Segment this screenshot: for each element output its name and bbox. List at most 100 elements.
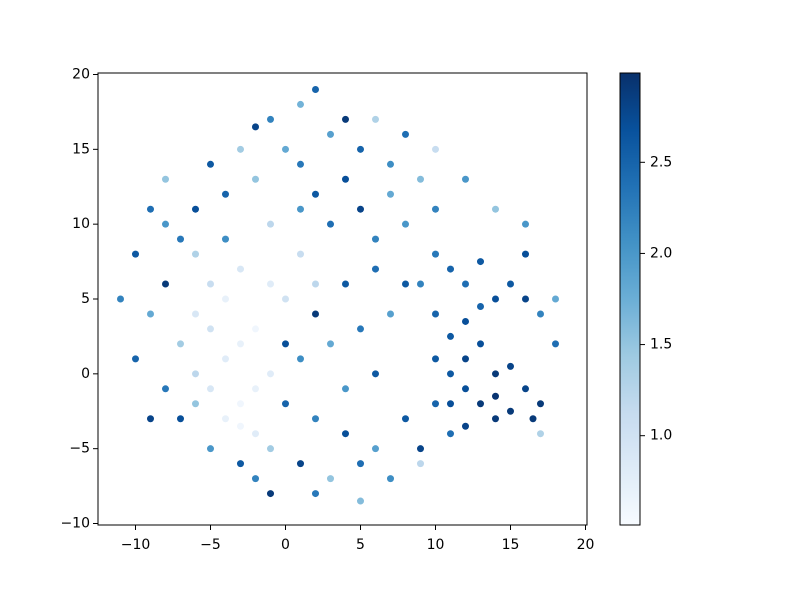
point — [417, 280, 424, 288]
point — [282, 340, 289, 348]
point — [447, 400, 454, 408]
point — [237, 460, 244, 468]
point — [432, 250, 439, 258]
point — [222, 355, 229, 363]
point — [297, 100, 304, 108]
point — [267, 220, 274, 228]
point — [192, 250, 199, 258]
y-tick-label: −5 — [69, 441, 90, 457]
point — [312, 310, 319, 318]
point — [147, 310, 154, 318]
point — [529, 415, 537, 423]
point — [297, 460, 304, 468]
point — [282, 400, 289, 408]
point — [507, 280, 514, 288]
point — [522, 250, 529, 258]
point — [222, 190, 229, 198]
point — [522, 385, 529, 393]
x-tick-label: 5 — [356, 537, 365, 553]
point — [462, 422, 469, 430]
point — [477, 400, 484, 408]
colorbar-tick-label: 2.5 — [650, 154, 672, 170]
point — [207, 385, 214, 393]
point — [417, 445, 424, 453]
point — [327, 475, 334, 483]
point — [357, 497, 364, 505]
point — [462, 385, 469, 393]
colorbar-tick-label: 2.0 — [650, 245, 672, 261]
point — [147, 415, 154, 423]
point — [417, 460, 424, 468]
point — [327, 340, 334, 348]
point — [462, 175, 469, 183]
point — [447, 265, 454, 273]
colorbar-tick-label: 1.0 — [650, 428, 672, 444]
point — [402, 220, 409, 228]
point — [312, 415, 319, 423]
point — [492, 205, 499, 213]
point — [162, 280, 169, 288]
point — [267, 490, 274, 498]
point — [312, 190, 319, 198]
point — [297, 355, 304, 363]
point — [117, 295, 124, 303]
point — [537, 310, 544, 318]
point — [312, 490, 319, 498]
point — [192, 310, 199, 318]
point — [327, 220, 334, 228]
point — [342, 115, 349, 123]
point — [357, 325, 364, 333]
point — [222, 415, 229, 423]
point — [357, 460, 364, 468]
point — [342, 385, 349, 393]
point — [177, 415, 184, 423]
point — [432, 400, 439, 408]
point — [387, 310, 394, 318]
point — [372, 235, 379, 243]
point — [372, 445, 379, 453]
x-tick-label: 20 — [577, 537, 595, 553]
point — [282, 145, 289, 153]
point — [162, 385, 169, 393]
point — [447, 370, 454, 378]
point — [372, 370, 379, 378]
point — [297, 250, 304, 258]
point — [537, 430, 544, 438]
point — [492, 392, 499, 400]
point — [552, 340, 559, 348]
point — [432, 355, 439, 363]
point — [342, 175, 349, 183]
y-tick-label: 5 — [81, 291, 90, 307]
point — [252, 325, 259, 333]
point — [132, 250, 139, 258]
point — [252, 175, 259, 183]
y-tick-label: 0 — [81, 366, 90, 382]
point — [387, 160, 394, 168]
point — [357, 205, 364, 213]
plot-frame — [97, 72, 588, 526]
point — [237, 340, 244, 348]
point — [327, 130, 334, 138]
y-tick-label: −10 — [60, 516, 90, 532]
point — [477, 302, 484, 310]
x-tick-label: 15 — [502, 537, 520, 553]
point — [222, 295, 229, 303]
point — [192, 370, 199, 378]
point — [297, 205, 304, 213]
point — [447, 332, 454, 340]
x-tick-label: −10 — [121, 537, 151, 553]
point — [282, 295, 289, 303]
point — [507, 362, 514, 370]
point — [522, 295, 529, 303]
point — [462, 280, 469, 288]
point — [492, 370, 499, 378]
point — [207, 280, 214, 288]
point — [252, 123, 259, 131]
point — [267, 445, 274, 453]
point — [432, 310, 439, 318]
point — [342, 430, 349, 438]
point — [402, 280, 409, 288]
point — [297, 160, 304, 168]
point — [267, 370, 274, 378]
